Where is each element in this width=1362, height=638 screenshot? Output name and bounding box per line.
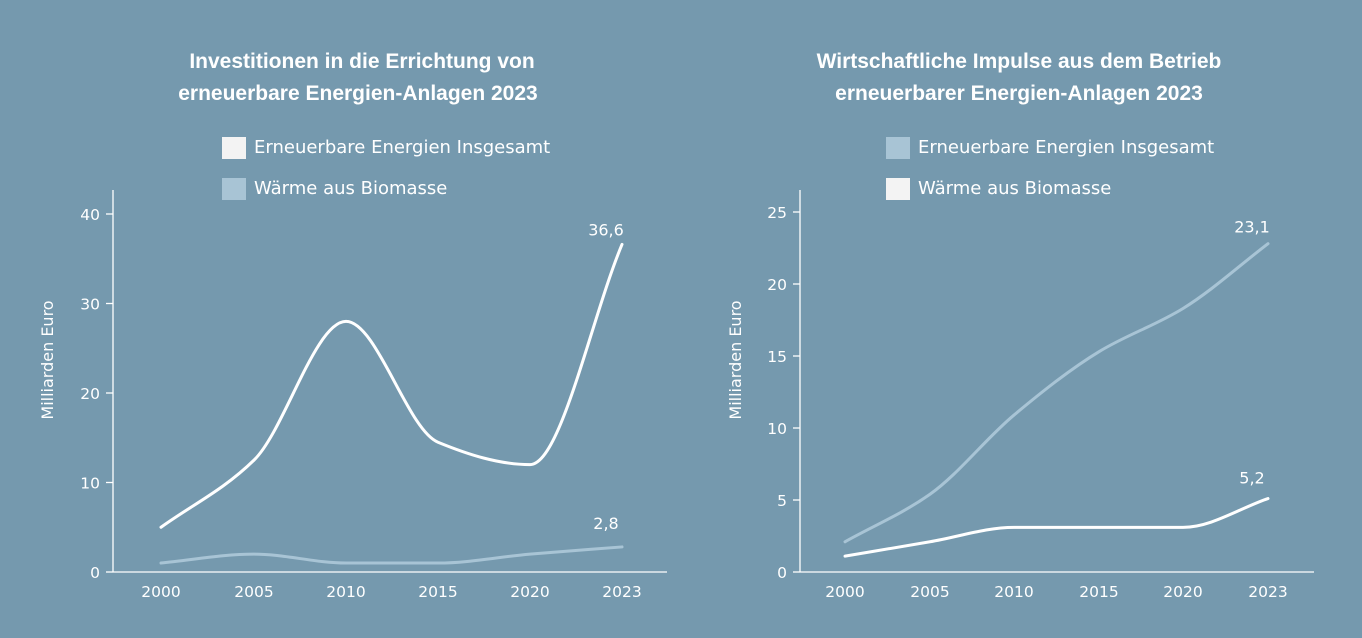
y-axis-label: Milliarden Euro: [38, 300, 57, 419]
legend-label-biomass: Wärme aus Biomasse: [254, 178, 447, 199]
chart-title-line-2: erneuerbare Energien-Anlagen 2023: [178, 82, 537, 105]
y-tick-label: 10: [80, 475, 100, 493]
y-tick-label: 20: [767, 276, 787, 294]
x-tick-label: 2020: [1163, 583, 1202, 601]
y-axis-label: Milliarden Euro: [726, 300, 745, 419]
x-ticks: 2000 2005 2010 2015 2020 2023: [141, 583, 641, 601]
data-label-biomass: 2,8: [593, 514, 618, 533]
legend-label-total: Erneuerbare Energien Insgesamt: [254, 137, 550, 158]
y-tick-label: 15: [767, 348, 787, 366]
series-lines: 23,1 5,2: [843, 218, 1270, 558]
y-ticks: 0 10 20 30 40: [80, 206, 113, 582]
series-line-biomass: [159, 545, 624, 565]
y-tick-label: 10: [767, 420, 787, 438]
x-tick-label: 2000: [825, 583, 864, 601]
y-tick-label: 0: [90, 564, 100, 582]
x-ticks: 2000 2005 2010 2015 2020 2023: [825, 583, 1287, 601]
y-ticks: 0 5 10 15 20 25: [767, 204, 800, 582]
y-tick-label: 5: [777, 492, 787, 510]
x-tick-label: 2005: [910, 583, 949, 601]
x-tick-label: 2023: [602, 583, 641, 601]
chart-title-line-2: erneuerbarer Energien-Anlagen 2023: [835, 82, 1203, 105]
y-tick-label: 20: [80, 385, 100, 403]
legend-label-total: Erneuerbare Energien Insgesamt: [918, 137, 1214, 158]
x-tick-label: 2005: [234, 583, 273, 601]
data-label-biomass: 5,2: [1239, 469, 1264, 488]
data-label-total: 36,6: [588, 220, 624, 239]
x-tick-label: 2020: [510, 583, 549, 601]
chart-investitionen: Investitionen in die Errichtung von erne…: [38, 50, 667, 601]
x-tick-label: 2015: [1079, 583, 1118, 601]
x-tick-label: 2015: [418, 583, 457, 601]
y-tick-label: 25: [767, 204, 787, 222]
legend-swatch-total: [222, 137, 246, 159]
series-line-total: [843, 242, 1270, 544]
legend-label-biomass: Wärme aus Biomasse: [918, 178, 1111, 199]
y-tick-label: 30: [80, 296, 100, 314]
series-lines: 36,6 2,8: [159, 220, 624, 565]
x-tick-label: 2010: [326, 583, 365, 601]
x-tick-label: 2000: [141, 583, 180, 601]
data-label-total: 23,1: [1234, 218, 1270, 237]
chart-wirtschaftliche-impulse: Wirtschaftliche Impulse aus dem Betrieb …: [726, 50, 1314, 601]
series-line-total: [159, 242, 624, 529]
series-line-biomass: [843, 497, 1270, 558]
chart-title-line-1: Investitionen in die Errichtung von: [189, 50, 534, 73]
y-tick-label: 0: [777, 564, 787, 582]
legend-swatch-biomass: [886, 178, 910, 200]
chart-title-line-1: Wirtschaftliche Impulse aus dem Betrieb: [817, 50, 1222, 73]
x-tick-label: 2010: [994, 583, 1033, 601]
x-tick-label: 2023: [1248, 583, 1287, 601]
legend-swatch-total: [886, 137, 910, 159]
legend-swatch-biomass: [222, 178, 246, 200]
y-tick-label: 40: [80, 206, 100, 224]
